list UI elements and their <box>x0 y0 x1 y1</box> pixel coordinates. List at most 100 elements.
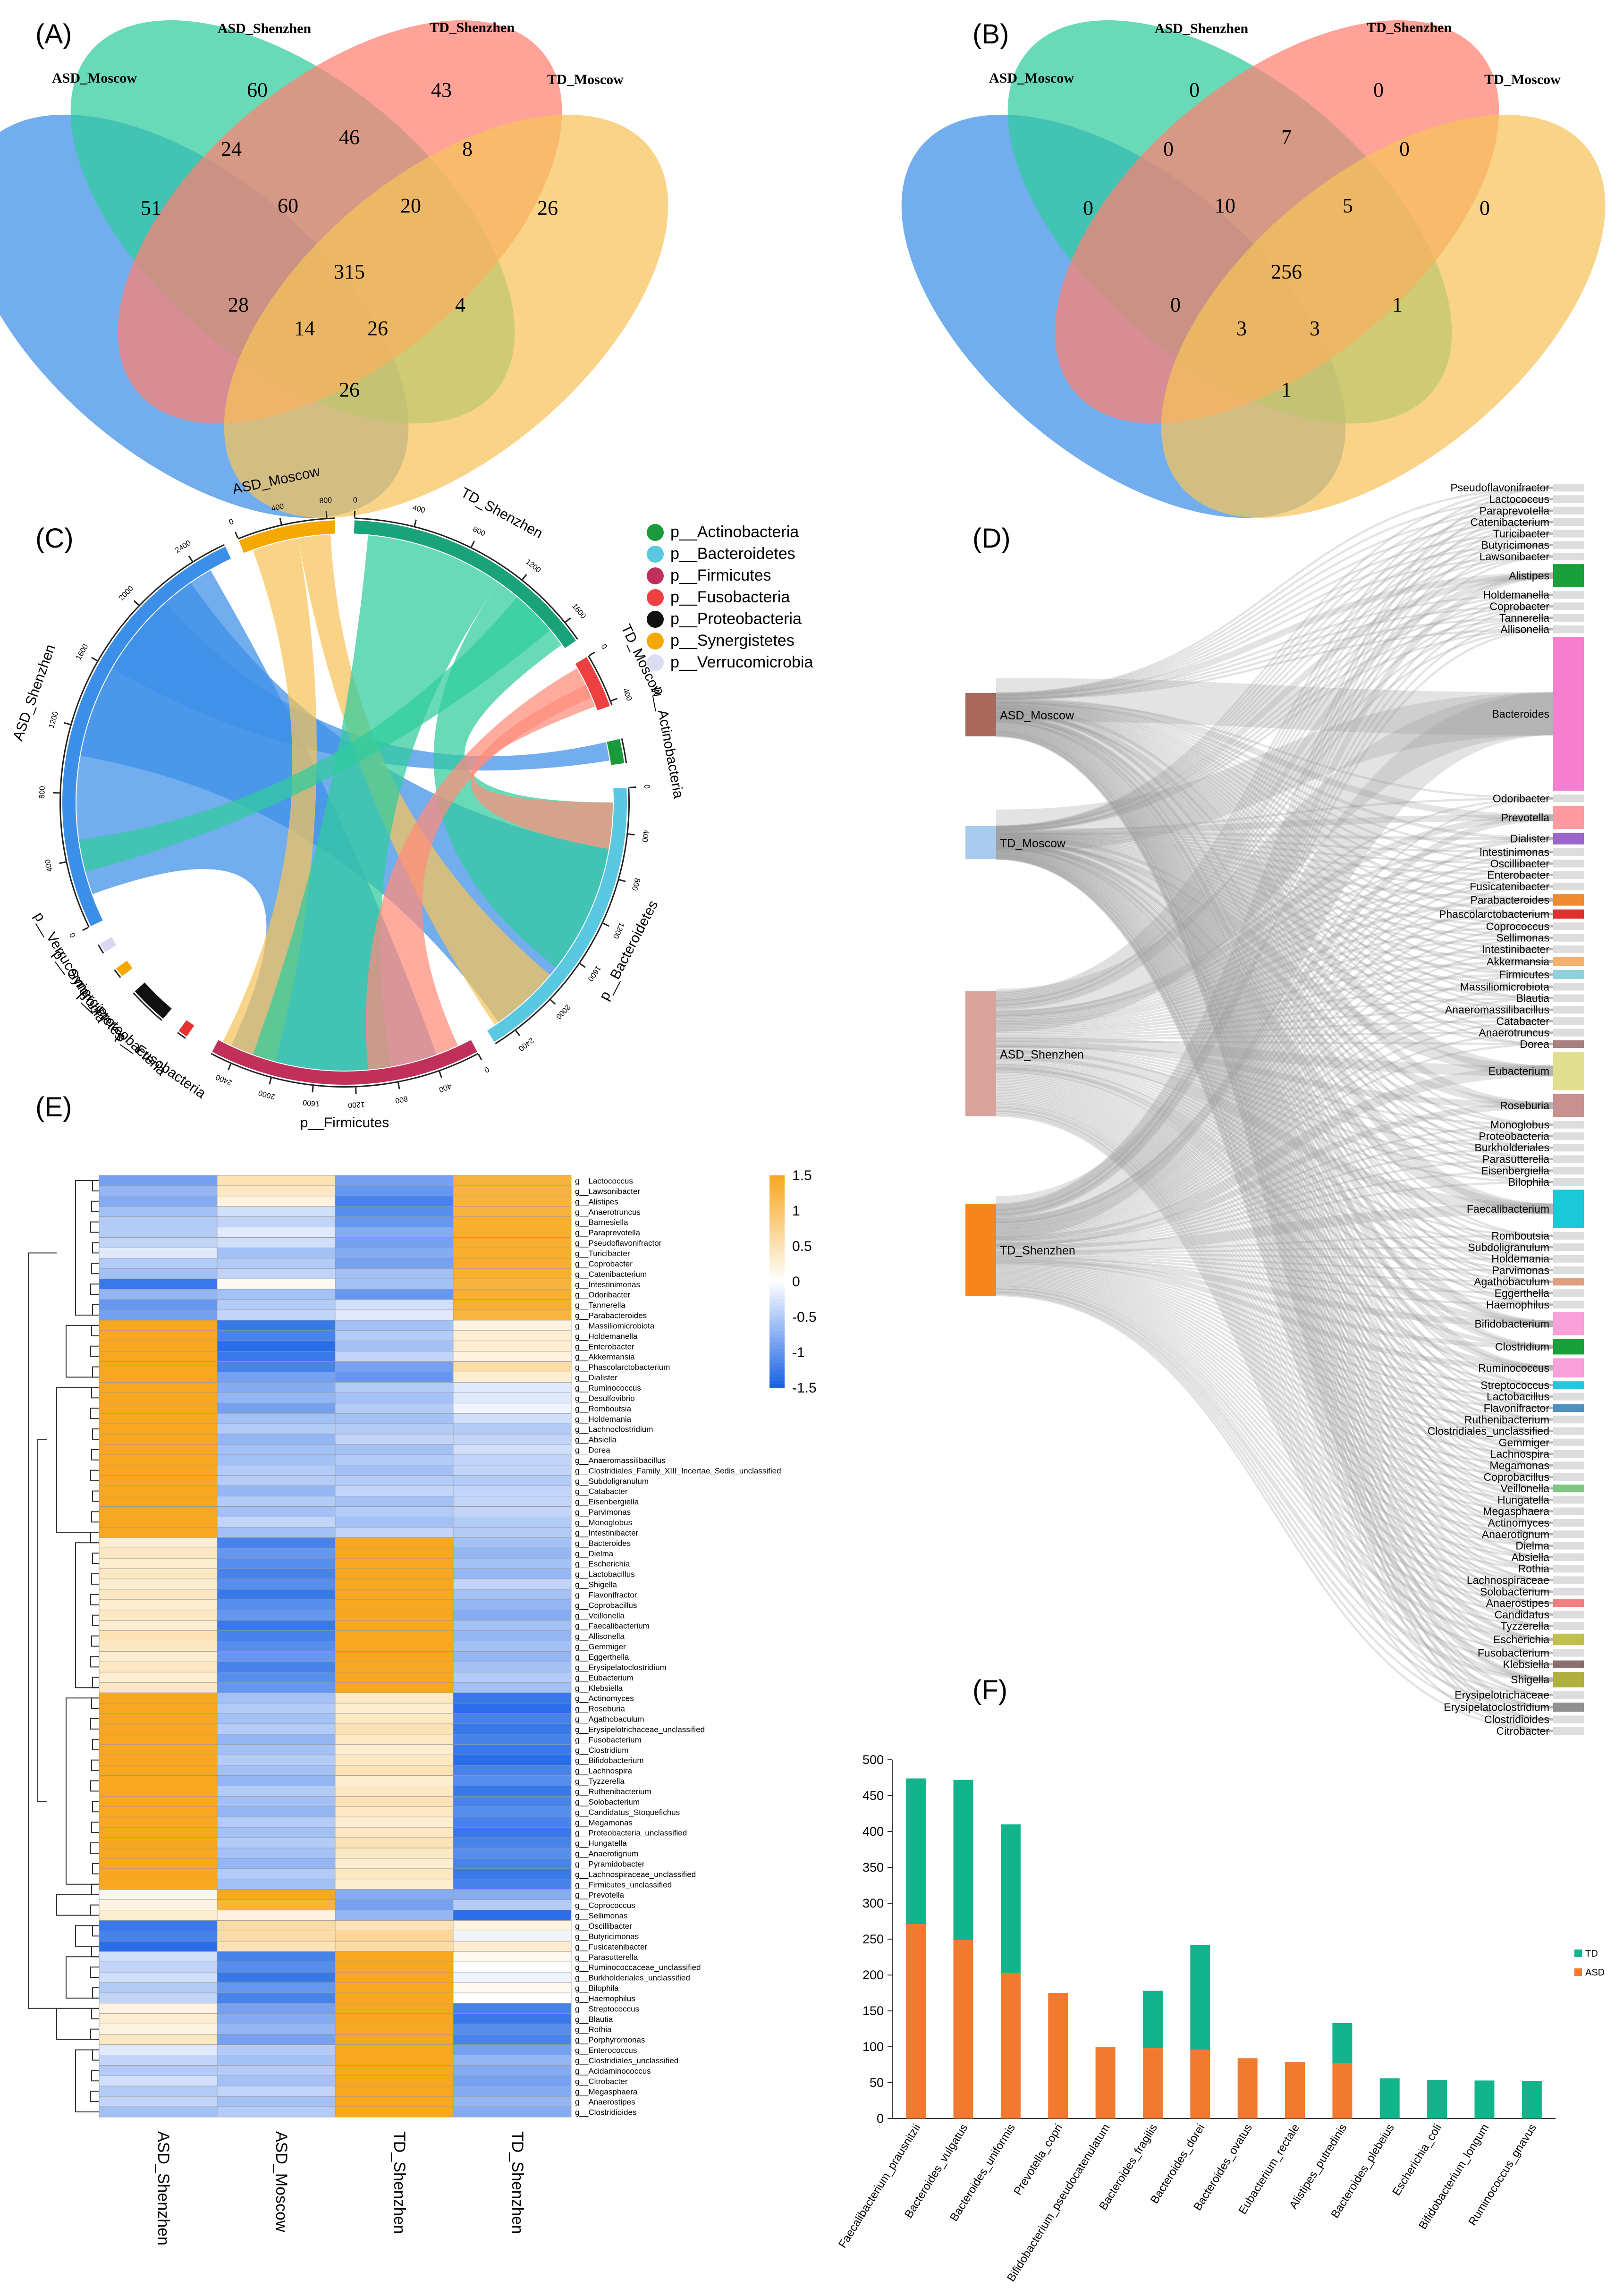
heatmap-row-label: g__Romboutsia <box>575 1404 632 1413</box>
chord-tick-label: 0 <box>483 1065 490 1074</box>
heatmap-cell <box>99 1734 218 1745</box>
heatmap-cell <box>453 1434 572 1445</box>
heatmap-cell <box>217 1682 336 1693</box>
venn-region-count: 0 <box>1170 293 1181 316</box>
panel-label-f: (F) <box>972 1675 1007 1705</box>
sankey-target-node <box>1553 1289 1584 1297</box>
sankey-flow <box>996 898 1554 1024</box>
colorbar-segment <box>769 1367 785 1371</box>
heatmap-cell <box>335 2024 454 2035</box>
heatmap-cell <box>99 2075 218 2086</box>
sankey-flow <box>996 858 1554 1732</box>
sankey-flow <box>996 1070 1554 1386</box>
heatmap-cell <box>217 1806 336 1817</box>
sankey-flow <box>996 720 1554 1410</box>
heatmap-cell <box>453 1361 572 1372</box>
chord-axis-line <box>133 992 162 1021</box>
sankey-flow <box>996 1075 1554 1421</box>
heatmap-row-label: g__Coprococcus <box>575 1901 635 1910</box>
sankey-target-node <box>1553 1040 1584 1048</box>
heatmap-cell <box>99 1775 218 1786</box>
bar-td <box>1379 2078 1400 2119</box>
sankey-flow <box>996 1135 1554 1246</box>
heatmap-row-label: g__Alistipes <box>575 1197 618 1206</box>
sankey-flow <box>996 521 1554 829</box>
colorbar-segment <box>769 1221 785 1225</box>
heatmap-row-label: g__Ruthenibacterium <box>575 1787 651 1796</box>
venn-region-count: 8 <box>462 137 473 160</box>
sankey-flow <box>996 716 1554 1283</box>
heatmap-cell <box>453 1641 572 1652</box>
heatmap-cell <box>453 1827 572 1838</box>
legend-swatch-td <box>1574 1950 1582 1957</box>
sankey-flow <box>996 856 1554 1696</box>
sankey-flow <box>996 855 1554 1682</box>
sankey-target-label: Paraprevotella <box>1480 505 1550 517</box>
heatmap-cell <box>453 1879 572 1890</box>
heatmap-cell <box>99 1671 218 1683</box>
sankey-flow <box>996 1084 1554 1490</box>
chord-ribbon-td-shenzhen-proteobacteria <box>79 597 550 872</box>
dendrogram-branch <box>90 1221 99 1233</box>
dendrogram-branch <box>91 1635 99 1647</box>
sankey-target-node <box>1553 1255 1584 1263</box>
sankey-flow <box>996 555 1554 1003</box>
heatmap-cell <box>335 2106 454 2118</box>
dendrogram-branch <box>91 1822 99 1833</box>
sankey-flow <box>996 1072 1554 1398</box>
sankey-target-label: Parasutterella <box>1482 1153 1549 1165</box>
sankey-flow <box>996 1294 1554 1732</box>
colorbar-tick-label: -1.5 <box>792 1380 817 1396</box>
heatmap-e: g__Lactococcusg__Lawsonibacterg__Alistip… <box>28 1168 817 2245</box>
colorbar-segment <box>769 1292 785 1296</box>
sankey-target-label: Alistipes <box>1509 570 1549 582</box>
venn-region-count: 10 <box>1215 194 1235 217</box>
venn-region-count: 315 <box>334 260 365 283</box>
sankey-flow <box>996 717 1554 1294</box>
heatmap-row-label: g__Allisonella <box>575 1632 625 1641</box>
sankey-flow <box>996 706 1554 988</box>
sankey-flow <box>996 509 1554 1208</box>
chord-tick-label: 800 <box>319 496 332 505</box>
sankey-flow <box>996 1087 1554 1512</box>
sankey-flow <box>996 1008 1554 1238</box>
heatmap-cell <box>335 1961 454 1973</box>
heatmap-cell <box>335 1879 454 1890</box>
heatmap-cell <box>217 1930 336 1941</box>
heatmap-cell <box>217 1423 336 1435</box>
chord-tick <box>610 698 617 702</box>
heatmap-cell <box>453 1568 572 1579</box>
bar-td <box>1190 1945 1210 2050</box>
colorbar-segment <box>769 1363 785 1367</box>
bar-asd <box>1142 2048 1163 2119</box>
heatmap-column-label: ASD_Moscow <box>272 2131 290 2232</box>
heatmap-cell <box>335 1620 454 1631</box>
heatmap-cell <box>335 1237 454 1248</box>
colorbar-segment <box>769 1278 785 1282</box>
heatmap-row-label: g__Bacteroides <box>575 1539 631 1548</box>
heatmap-cell <box>453 1578 572 1590</box>
legend-swatch <box>647 546 664 563</box>
heatmap-cell <box>99 1723 218 1735</box>
heatmap-row-label: g__Clostridioides <box>575 2108 636 2117</box>
heatmap-cell <box>217 1723 336 1735</box>
chord-tick <box>91 657 98 662</box>
heatmap-cell <box>217 1858 336 1869</box>
sankey-target-label: Catenibacterium <box>1471 516 1549 528</box>
heatmap-cell <box>99 2096 218 2107</box>
colorbar-segment <box>769 1260 785 1265</box>
heatmap-cell <box>99 1599 218 1611</box>
sankey-flow <box>996 1114 1554 1732</box>
colorbar-segment <box>769 1204 785 1208</box>
heatmap-cell <box>99 1703 218 1714</box>
heatmap-cell <box>335 1206 454 1217</box>
sankey-flows <box>996 486 1554 1732</box>
sankey-target-node <box>1553 637 1584 791</box>
chord-axis-line <box>588 655 613 706</box>
sankey-target-label: Phascolarctobacterium <box>1439 908 1549 920</box>
heatmap-row-label: g__Streptococcus <box>575 2004 639 2013</box>
heatmap-cell <box>453 1899 572 1910</box>
heatmap-row-label: g__Akkermansia <box>575 1352 635 1361</box>
heatmap-cell <box>99 1444 218 1455</box>
sankey-target-label: Odoribacter <box>1493 792 1550 804</box>
